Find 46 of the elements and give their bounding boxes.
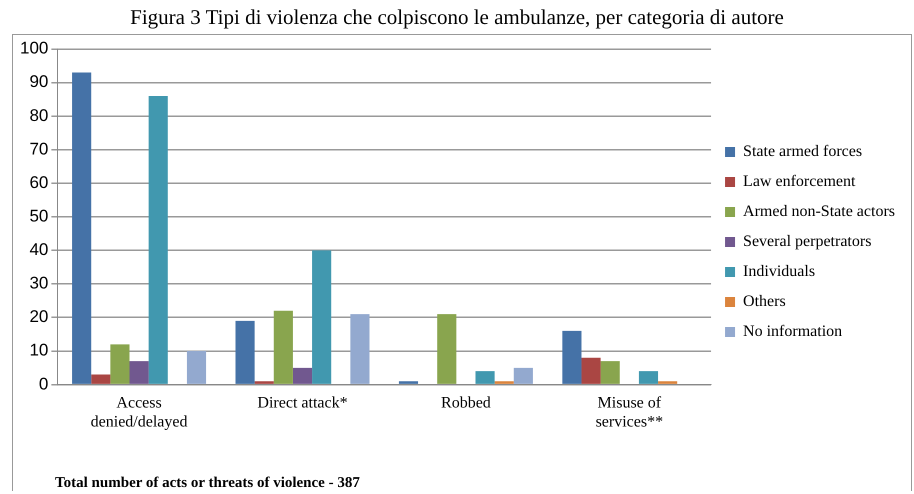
x-tick-label: Access denied/delayed <box>90 394 188 431</box>
bar <box>274 310 293 384</box>
bar <box>475 371 495 384</box>
legend-label: Others <box>743 293 786 310</box>
bar <box>350 314 370 384</box>
bar <box>581 358 601 384</box>
y-tick-label: 80 <box>29 106 48 125</box>
text: Total number of acts or threats of violence - 387 <box>55 475 360 492</box>
bar <box>235 320 255 384</box>
chart-title: Figura 3 Tipi di violenza che colpiscono le ambulanze, per categoria di autore <box>129 4 785 30</box>
y-tick-label: 20 <box>29 307 48 326</box>
bar <box>110 344 130 384</box>
bar <box>312 250 332 384</box>
bar <box>186 351 206 384</box>
bar <box>91 374 110 384</box>
legend-label: Individuals <box>743 263 816 280</box>
legend-label: No information <box>743 323 842 340</box>
x-tick-label: Misuse of services** <box>596 394 664 431</box>
bar <box>254 381 274 384</box>
y-tick-label: 100 <box>20 38 48 58</box>
x-tick-label: Robbed <box>441 394 491 412</box>
bar <box>437 314 456 384</box>
y-tick-label: 60 <box>29 172 48 192</box>
x-tick-label: Direct attack* <box>257 394 348 412</box>
y-tick-label: 30 <box>29 274 48 293</box>
legend-label: Law enforcement <box>743 173 856 190</box>
bar <box>72 72 92 384</box>
bar <box>494 381 514 384</box>
legend-label: State armed forces <box>743 143 862 160</box>
bar <box>398 381 418 384</box>
bar <box>658 381 678 384</box>
bar <box>292 368 312 384</box>
bar <box>562 330 582 384</box>
bar <box>514 368 533 384</box>
y-tick-label: 70 <box>29 139 48 158</box>
bar <box>600 361 620 384</box>
y-tick-label: 90 <box>29 72 48 92</box>
bar <box>130 361 149 384</box>
bar <box>638 371 658 384</box>
legend-label: Several perpetrators <box>743 233 872 250</box>
y-tick-label: 0 <box>38 374 48 394</box>
y-tick-label: 40 <box>29 240 48 260</box>
legend-label: Armed non-State actors <box>743 203 895 220</box>
y-tick-label: 50 <box>29 206 48 226</box>
y-tick-label: 10 <box>29 340 48 360</box>
bar <box>148 96 168 384</box>
